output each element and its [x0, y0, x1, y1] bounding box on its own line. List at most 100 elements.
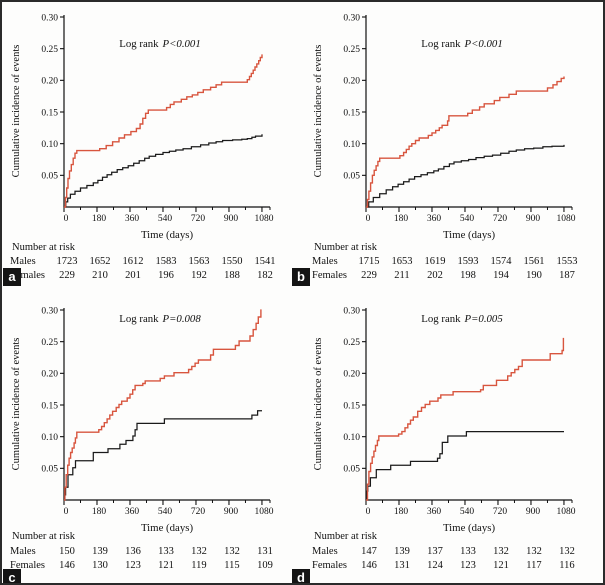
x-tick-label: 540	[460, 507, 475, 517]
risk-value: 123	[125, 560, 141, 571]
y-tick-label: 0.10	[41, 140, 58, 150]
log-rank-stat: P<0.001	[162, 38, 201, 50]
panel-chart-b: 0.05 0.10 0.15 0.20 0.25 0.30 0 180 360 540 720 900…	[312, 13, 577, 281]
x-tick-label: 720	[493, 214, 508, 224]
axes	[63, 308, 270, 501]
risk-row-label: Females	[10, 560, 45, 571]
panel-letter-badge-b: b	[292, 268, 310, 286]
log-rank-prefix: Log rank	[119, 38, 159, 50]
females-curve	[366, 337, 565, 501]
x-tick-label: 1080	[254, 507, 273, 517]
x-tick-label: 180	[394, 507, 409, 517]
risk-value: 1612	[122, 256, 143, 267]
females-curve	[64, 54, 263, 208]
risk-value: 147	[361, 546, 377, 557]
log-rank-prefix: Log rank	[421, 38, 461, 50]
risk-value: 210	[92, 270, 108, 281]
x-axis-label: Time (days)	[443, 522, 495, 534]
risk-value: 146	[59, 560, 75, 571]
y-tick-label: 0.15	[41, 108, 58, 118]
x-tick-label: 540	[460, 214, 475, 224]
males-curve	[64, 134, 263, 208]
log-rank-stat: P<0.001	[464, 38, 503, 50]
risk-value: 116	[559, 560, 574, 571]
males-curve	[64, 410, 262, 501]
risk-value: 201	[125, 270, 141, 281]
y-tick-label: 0.20	[41, 370, 58, 380]
risk-row-label: Males	[10, 546, 36, 557]
x-tick-label: 360	[427, 214, 442, 224]
x-tick-label: 900	[526, 214, 541, 224]
y-tick-label: 0.15	[343, 401, 360, 411]
y-axis-label: Cumulative incidence of events	[313, 45, 324, 178]
risk-value: 109	[257, 560, 273, 571]
x-tick-label: 900	[526, 507, 541, 517]
risk-value: 132	[493, 546, 509, 557]
risk-value: 115	[224, 560, 239, 571]
risk-value: 132	[224, 546, 240, 557]
risk-value: 192	[191, 270, 207, 281]
risk-value: 190	[526, 270, 542, 281]
risk-value: 1550	[221, 256, 242, 267]
risk-value: 119	[191, 560, 206, 571]
log-rank-stat: P=0.005	[464, 313, 504, 325]
x-tick-label: 720	[191, 214, 206, 224]
log-rank-stat: P=0.008	[162, 313, 202, 325]
x-tick-label: 180	[92, 214, 107, 224]
x-tick-label: 540	[158, 214, 173, 224]
risk-value: 1723	[57, 256, 78, 267]
y-tick-label: 0.05	[343, 172, 360, 182]
risk-row-label: Females	[10, 270, 45, 281]
y-tick-label: 0.20	[41, 77, 58, 87]
x-tick-label: 360	[427, 507, 442, 517]
y-tick-label: 0.10	[343, 140, 360, 150]
risk-value: 1563	[188, 256, 209, 267]
y-tick-label: 0.30	[41, 306, 58, 316]
axes	[365, 308, 572, 501]
log-rank-label: Log rank P<0.001	[421, 38, 502, 50]
y-tick-label: 0.25	[41, 45, 58, 55]
log-rank-label: Log rank P=0.005	[421, 313, 503, 325]
risk-value: 1541	[254, 256, 275, 267]
risk-value: 182	[257, 270, 273, 281]
risk-value: 131	[394, 560, 410, 571]
risk-value: 1561	[523, 256, 544, 267]
x-tick-label: 900	[224, 507, 239, 517]
log-rank-prefix: Log rank	[421, 313, 461, 325]
y-tick-label: 0.25	[41, 338, 58, 348]
x-tick-label: 1080	[254, 214, 273, 224]
risk-value: 229	[361, 270, 377, 281]
y-tick-label: 0.30	[343, 306, 360, 316]
y-tick-label: 0.15	[41, 401, 58, 411]
risk-value: 121	[158, 560, 174, 571]
panel-chart-c: 0.05 0.10 0.15 0.20 0.25 0.30 0 180 360 540 720 900…	[10, 306, 274, 571]
x-tick-label: 900	[224, 214, 239, 224]
y-axis-label: Cumulative incidence of events	[11, 338, 22, 471]
risk-value: 187	[559, 270, 575, 281]
x-tick-label: 720	[191, 507, 206, 517]
y-tick-label: 0.30	[343, 13, 360, 23]
y-tick-label: 0.10	[343, 433, 360, 443]
y-tick-label: 0.05	[41, 172, 58, 182]
log-rank-label: Log rank P<0.001	[119, 38, 200, 50]
risk-row-label: Females	[312, 560, 347, 571]
risk-value: 188	[224, 270, 240, 281]
x-tick-label: 1080	[556, 507, 575, 517]
risk-row-label: Males	[312, 256, 338, 267]
risk-value: 196	[158, 270, 174, 281]
x-tick-label: 720	[493, 507, 508, 517]
risk-row-label: Males	[312, 546, 338, 557]
x-tick-label: 0	[366, 507, 371, 517]
risk-value: 123	[460, 560, 476, 571]
panel-chart-a: 0.05 0.10 0.15 0.20 0.25 0.30 0 180 360 540 720 900…	[10, 13, 275, 281]
risk-value: 1593	[457, 256, 478, 267]
risk-value: 146	[361, 560, 377, 571]
x-tick-label: 0	[366, 214, 371, 224]
y-axis-label: Cumulative incidence of events	[11, 45, 22, 178]
risk-value: 1652	[89, 256, 110, 267]
log-rank-prefix: Log rank	[119, 313, 159, 325]
risk-value: 131	[257, 546, 273, 557]
risk-table-title: Number at risk	[12, 242, 76, 253]
risk-table-title: Number at risk	[12, 531, 76, 542]
